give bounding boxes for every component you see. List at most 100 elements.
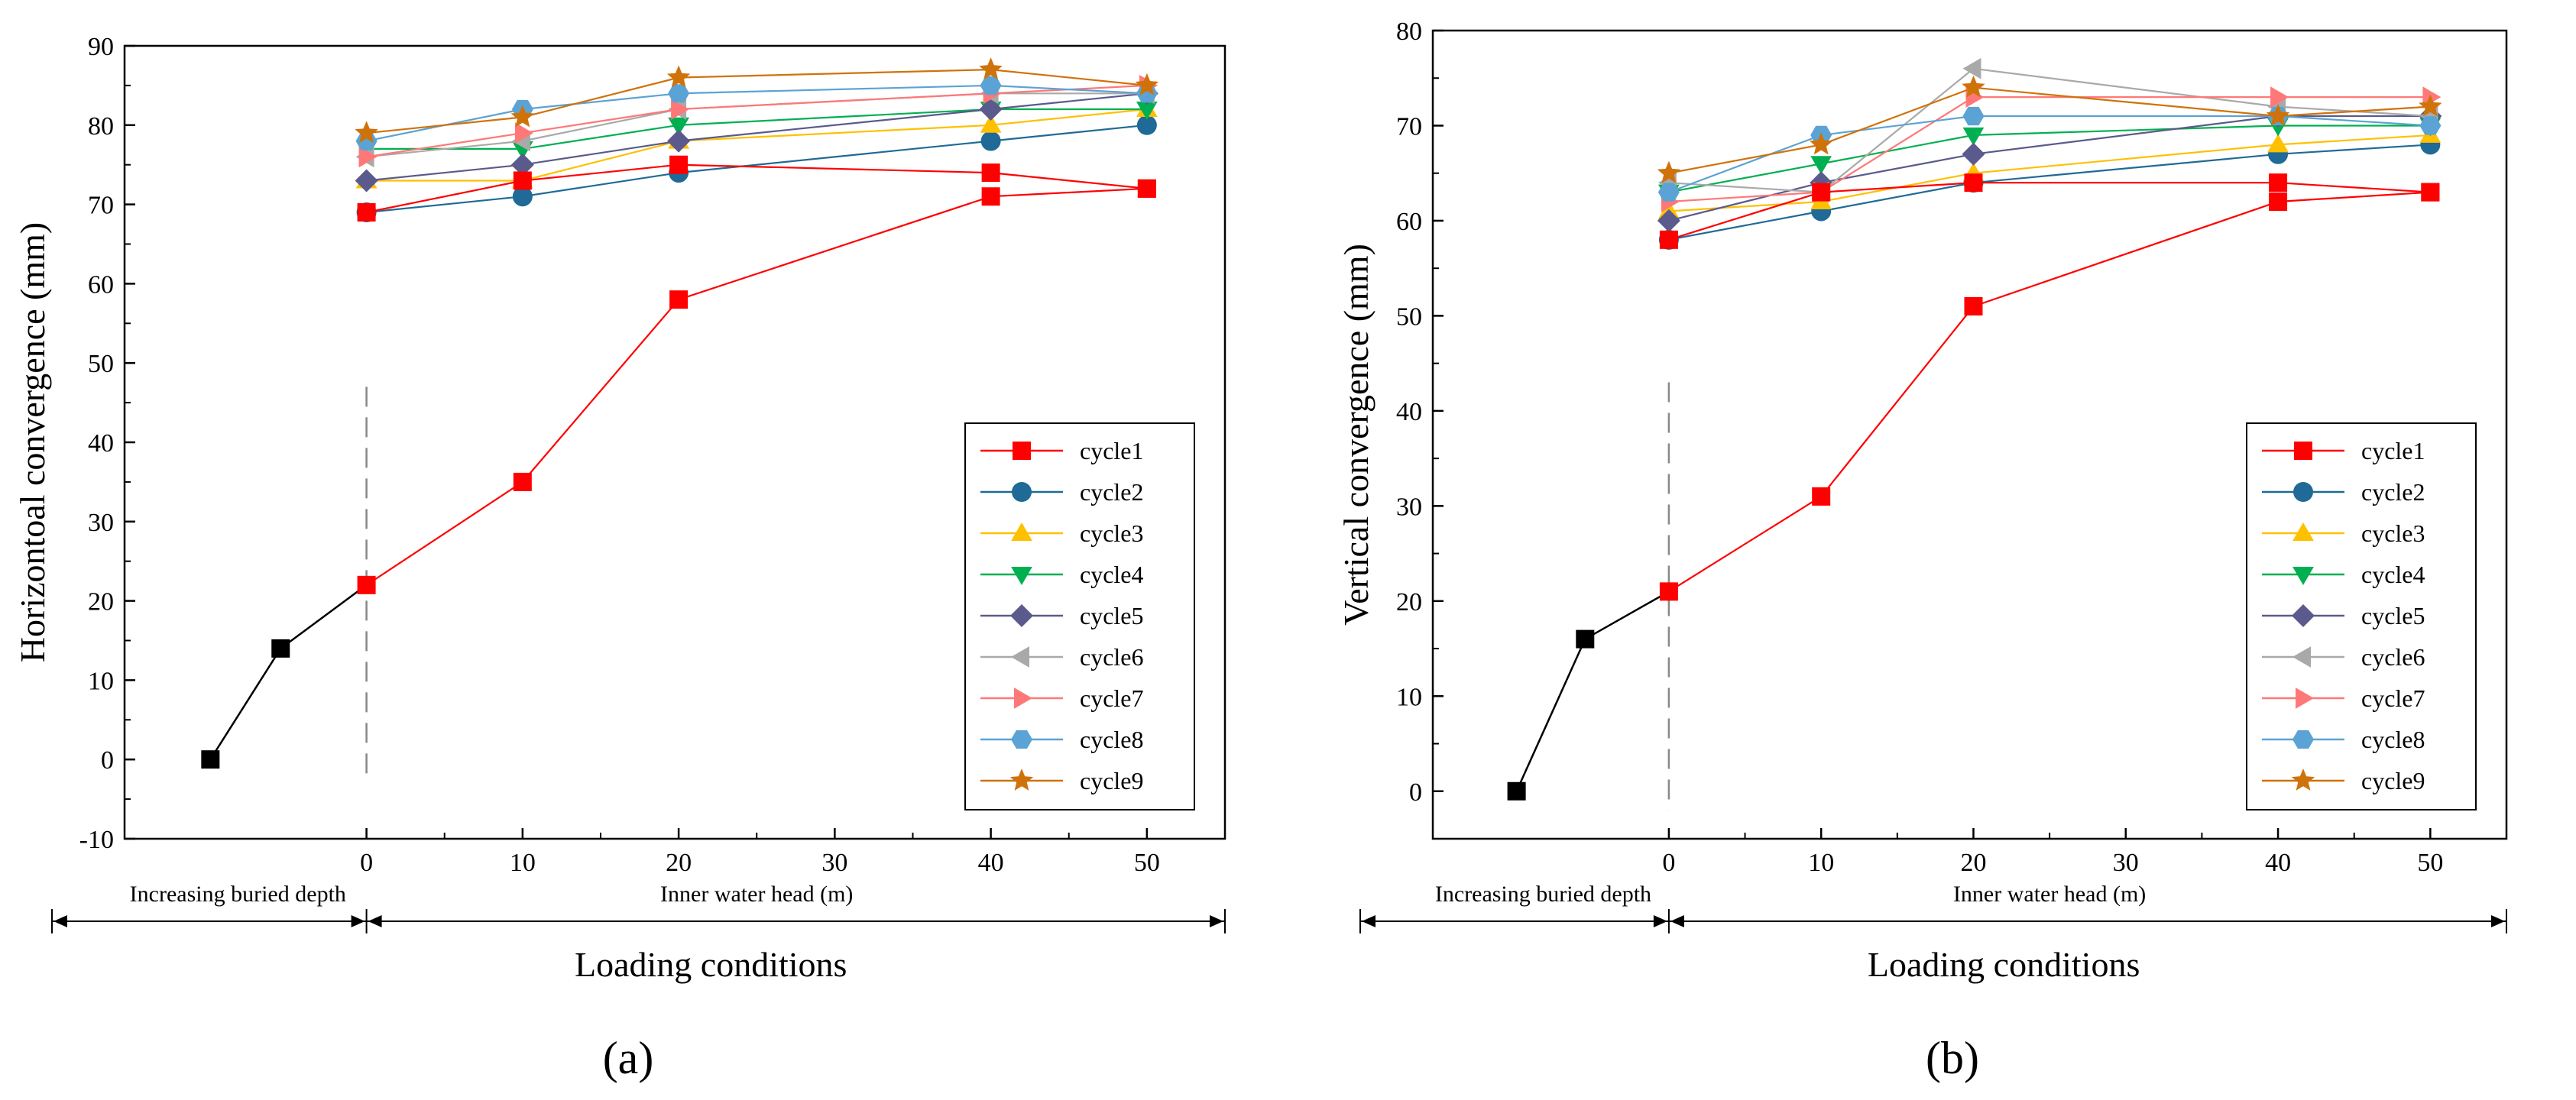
data-point-cycle6 bbox=[1962, 57, 1981, 79]
buried-depth-label: Increasing buried depth bbox=[130, 882, 346, 907]
data-point-cycle7 bbox=[514, 122, 533, 144]
buried-depth-label: Increasing buried depth bbox=[1435, 882, 1651, 907]
data-point-cycle7 bbox=[671, 99, 690, 120]
data-point-cycle9 bbox=[1657, 160, 1681, 183]
data-point-cycle4 bbox=[1962, 127, 1985, 146]
data-point-cycle9 bbox=[2419, 94, 2442, 117]
data-point-cycle3 bbox=[2267, 134, 2289, 153]
legend-marker-cycle6 bbox=[1011, 646, 1029, 668]
x-tick-label: 10 bbox=[1808, 849, 1834, 877]
y-tick-label: 20 bbox=[1396, 588, 1422, 616]
data-point-cycle8 bbox=[1657, 183, 1680, 202]
data-point-cycle1 bbox=[1659, 582, 1678, 601]
legend-label-cycle8: cycle8 bbox=[1080, 726, 1144, 753]
legend-label-cycle2: cycle2 bbox=[2361, 478, 2425, 506]
series-line-cycle4 bbox=[366, 108, 1147, 150]
series-line-cycle6 bbox=[1668, 67, 2431, 193]
buried-depth-point bbox=[201, 750, 220, 769]
data-point-cycle3 bbox=[980, 114, 1002, 133]
data-point-cycle1 bbox=[2421, 183, 2440, 202]
legend-marker-cycle1 bbox=[1013, 442, 1031, 460]
panel-label: (b) bbox=[1926, 1033, 1979, 1083]
legend-marker-cycle8 bbox=[2292, 730, 2314, 749]
series-line-cycle1 bbox=[366, 163, 1148, 214]
data-point-cycle4 bbox=[1136, 102, 1158, 120]
arrow-head bbox=[368, 915, 382, 927]
series-line-cycle9 bbox=[1668, 86, 2431, 174]
arrow-head bbox=[2491, 915, 2505, 927]
y-axis-label: Horizontoal convergence (mm) bbox=[13, 222, 52, 662]
x-tick-label: 40 bbox=[2265, 849, 2291, 877]
legend-label-cycle7: cycle7 bbox=[2361, 684, 2425, 712]
data-point-cycle5 bbox=[667, 129, 691, 153]
y-tick-label: 0 bbox=[101, 746, 114, 775]
buried-depth-point bbox=[271, 639, 290, 658]
x-tick-label: 30 bbox=[821, 849, 847, 877]
data-point-cycle8 bbox=[668, 84, 690, 103]
series-line-cycle9 bbox=[366, 68, 1148, 134]
legend-marker-cycle8 bbox=[1011, 730, 1032, 749]
x-tick-label: 40 bbox=[978, 849, 1004, 877]
panel-b: 0 10 20 30 40 50 60 70 80 0 10 20 30 40 50 Vertical con… bbox=[1337, 18, 2508, 1083]
data-point-cycle1 bbox=[1964, 296, 1983, 315]
arrow-head bbox=[351, 915, 365, 927]
x-tick-label: 10 bbox=[510, 849, 536, 877]
data-point-cycle1 bbox=[357, 575, 376, 594]
data-point-cycle1 bbox=[669, 290, 689, 309]
legend-marker-cycle4 bbox=[1011, 567, 1032, 585]
buried-depth-line bbox=[209, 584, 368, 760]
legend-label-cycle9: cycle9 bbox=[1080, 767, 1144, 794]
y-tick-label: 50 bbox=[1396, 302, 1422, 331]
loading-conditions-label: Loading conditions bbox=[1868, 945, 2140, 984]
y-tick-label: 40 bbox=[1396, 398, 1422, 426]
data-point-cycle9 bbox=[510, 105, 535, 128]
y-tick-label: 30 bbox=[88, 509, 114, 537]
legend-marker-cycle9 bbox=[1009, 768, 1034, 791]
legend-marker-cycle2 bbox=[1012, 482, 1032, 502]
legend-marker-cycle9 bbox=[2291, 768, 2315, 791]
panel-label: (a) bbox=[603, 1033, 654, 1083]
y-tick-label: 80 bbox=[1396, 18, 1422, 46]
data-point-cycle1 bbox=[1659, 230, 1678, 249]
data-point-cycle9 bbox=[1962, 75, 1985, 98]
data-point-cycle7 bbox=[2270, 86, 2289, 108]
data-point-cycle2 bbox=[512, 186, 533, 207]
data-point-cycle9 bbox=[979, 57, 1003, 80]
y-tick-label: 20 bbox=[88, 588, 114, 616]
data-point-cycle9 bbox=[666, 65, 691, 88]
data-point-cycle7 bbox=[358, 146, 377, 168]
y-tick-label: 90 bbox=[88, 33, 114, 61]
y-tick-label: 80 bbox=[88, 112, 114, 141]
legend-marker-cycle5 bbox=[1010, 604, 1033, 627]
data-point-cycle1 bbox=[513, 472, 532, 491]
arrow-head bbox=[1362, 915, 1375, 927]
y-tick-label: 70 bbox=[1396, 112, 1422, 141]
legend-marker-cycle1 bbox=[2294, 442, 2312, 460]
x-axis-label: Inner water head (m) bbox=[660, 882, 853, 907]
legend-marker-cycle4 bbox=[2292, 567, 2314, 585]
y-tick-label: 60 bbox=[88, 270, 114, 299]
data-point-cycle2 bbox=[980, 131, 1001, 151]
legend-label-cycle2: cycle2 bbox=[1080, 478, 1144, 506]
legend-label-cycle3: cycle3 bbox=[1080, 519, 1144, 547]
series-line-cycle1 bbox=[1668, 182, 2431, 241]
data-point-cycle1 bbox=[1812, 487, 1831, 506]
data-point-cycle1 bbox=[1812, 183, 1831, 202]
data-point-cycle5 bbox=[979, 98, 1003, 121]
x-tick-label: 0 bbox=[1662, 849, 1675, 877]
data-point-cycle9 bbox=[355, 121, 378, 144]
data-point-cycle1 bbox=[1137, 179, 1156, 198]
data-point-cycle1 bbox=[513, 171, 532, 190]
legend-label-cycle5: cycle5 bbox=[1080, 602, 1144, 629]
data-point-cycle8 bbox=[1962, 106, 1985, 126]
legend-label-cycle4: cycle4 bbox=[1080, 561, 1144, 588]
y-tick-label: 10 bbox=[1396, 683, 1422, 711]
y-axis-label: Vertical convergence (mm) bbox=[1337, 244, 1375, 626]
panel-a: -10 0 10 20 30 40 50 60 70 80 90 0 10 20 30 40 50 Horizon… bbox=[13, 33, 1226, 1083]
legend-marker-cycle3 bbox=[1011, 522, 1032, 541]
legend-label-cycle6: cycle6 bbox=[2361, 643, 2425, 671]
data-point-cycle5 bbox=[1962, 142, 1985, 166]
data-point-cycle5 bbox=[510, 153, 534, 176]
buried-depth-point bbox=[1576, 629, 1595, 649]
